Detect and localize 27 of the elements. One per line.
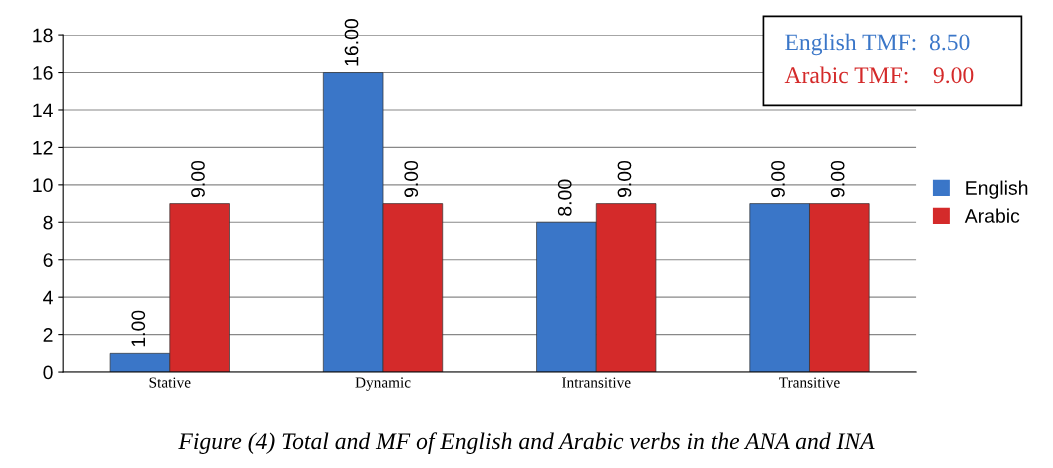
y-tick-label: 14 [33,103,53,118]
data-label: 1.00 [131,310,146,347]
data-label: 9.00 [191,160,205,198]
data-label: 9.00 [617,160,632,198]
data-label: 9.00 [771,160,785,198]
y-tick-label: 4 [43,290,53,305]
data-label: 9.00 [830,160,845,198]
data-label: 8.00 [557,179,572,216]
y-tick-label: 8 [43,215,53,230]
y-tick-label: 16 [33,66,53,80]
x-tick-label: Intransitive [562,377,631,388]
legend-label: English [966,180,1028,199]
data-label: 16.00 [344,19,359,66]
data-label: 9.00 [404,160,419,198]
y-tick-label: 10 [33,178,53,193]
y-tick-label: 0 [43,365,53,380]
x-tick-label: Stative [149,377,191,388]
y-tick-label: 2 [43,328,53,342]
annotation: Arabic TMF: 9.00 [784,66,974,84]
y-tick-label: 12 [33,140,53,155]
x-tick-label: Dynamic [355,377,411,391]
text: Figure (4) Total and MF of English and Arabic verbs in the ANA and INA [178,432,875,454]
y-tick-label: 18 [33,28,53,43]
legend-label: Arabic [964,208,1020,223]
x-tick-label: Transitive [779,377,840,388]
y-tick-label: 6 [43,253,53,267]
annotation: English TMF: 8.50 [785,33,970,56]
